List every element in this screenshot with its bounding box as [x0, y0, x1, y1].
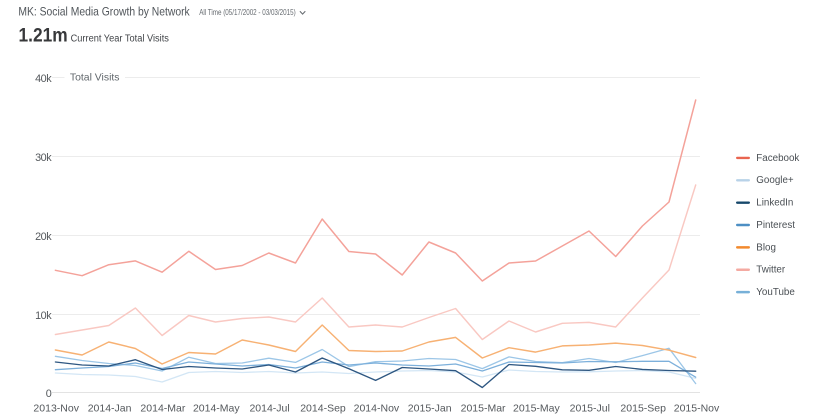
- svg-text:YouTube: YouTube: [756, 287, 795, 298]
- svg-text:All Time (05/17/2002 - 03/03/2: All Time (05/17/2002 - 03/03/2015): [199, 8, 296, 17]
- svg-text:2015-May: 2015-May: [513, 402, 560, 414]
- svg-text:2015-Sep: 2015-Sep: [620, 402, 666, 414]
- svg-text:Facebook: Facebook: [756, 153, 799, 164]
- svg-text:LinkedIn: LinkedIn: [756, 198, 793, 209]
- svg-text:Current Year Total Visits: Current Year Total Visits: [71, 33, 169, 44]
- svg-text:Total Visits: Total Visits: [70, 73, 120, 84]
- svg-text:2015-Mar: 2015-Mar: [461, 402, 506, 414]
- svg-text:Google+: Google+: [756, 175, 794, 186]
- svg-text:2015-Nov: 2015-Nov: [674, 402, 720, 414]
- svg-text:1.21m: 1.21m: [19, 25, 68, 47]
- svg-text:20k: 20k: [35, 231, 52, 243]
- svg-text:Pinterest: Pinterest: [756, 220, 795, 231]
- svg-text:2014-Sep: 2014-Sep: [300, 402, 346, 414]
- svg-text:2013-Nov: 2013-Nov: [33, 402, 79, 414]
- svg-text:2014-Nov: 2014-Nov: [354, 402, 400, 414]
- svg-text:2015-Jul: 2015-Jul: [570, 402, 610, 414]
- svg-text:MK: Social Media Growth by Net: MK: Social Media Growth by Network: [18, 4, 190, 18]
- svg-text:Blog: Blog: [756, 242, 776, 253]
- svg-text:2014-Jul: 2014-Jul: [249, 402, 289, 414]
- svg-text:2015-Jan: 2015-Jan: [408, 402, 452, 414]
- svg-text:2014-May: 2014-May: [193, 402, 240, 414]
- svg-text:0: 0: [46, 388, 52, 400]
- svg-text:2014-Mar: 2014-Mar: [140, 402, 185, 414]
- svg-text:30k: 30k: [35, 152, 52, 164]
- svg-text:40k: 40k: [35, 73, 52, 85]
- svg-text:2014-Jan: 2014-Jan: [88, 402, 132, 414]
- svg-text:10k: 10k: [35, 310, 52, 322]
- svg-text:Twitter: Twitter: [756, 265, 786, 276]
